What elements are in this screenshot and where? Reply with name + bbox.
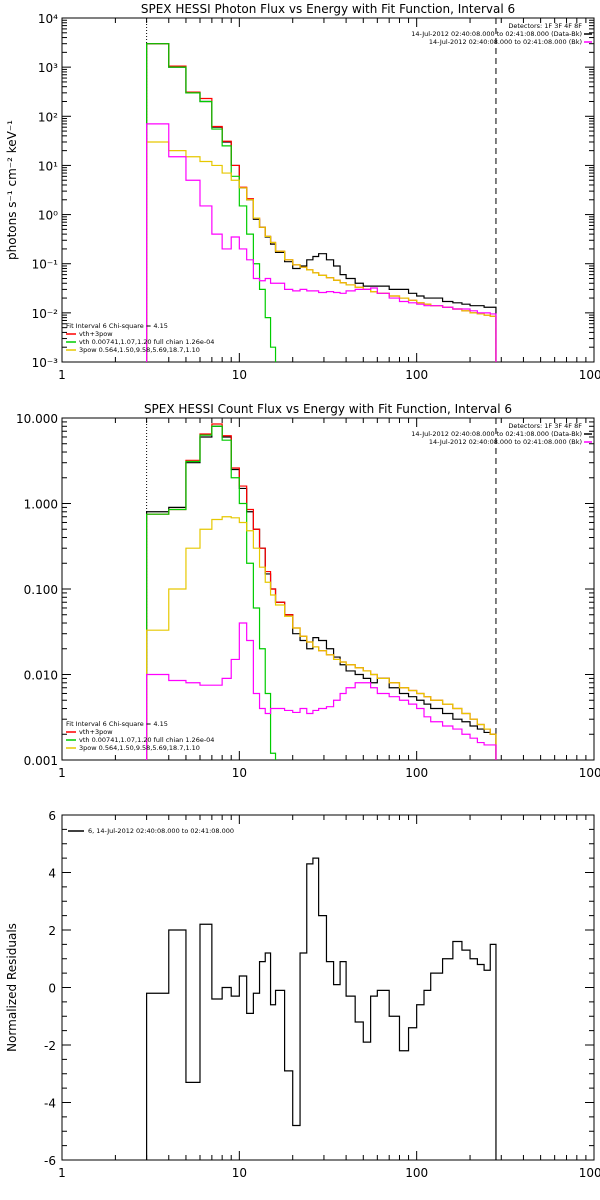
series-group <box>146 857 497 1160</box>
y-axis-label: photons s⁻¹ cm⁻² keV⁻¹ <box>5 120 19 260</box>
y-tick-label: 0 <box>48 982 56 996</box>
legend-top-line: Detectors: 1F 3F 4F 8F <box>508 422 582 430</box>
plot-panel-2: SPEX HESSI Count Flux vs Energy with Fit… <box>16 402 600 780</box>
x-tick-label: 100 <box>405 766 428 780</box>
series-3pow <box>146 516 497 760</box>
plot-panel-1: SPEX HESSI Photon Flux vs Energy with Fi… <box>5 2 600 382</box>
plot-frame <box>61 17 595 363</box>
y-tick-label: 10¹ <box>38 159 58 173</box>
y-tick-label: 10⁻³ <box>32 356 59 370</box>
legend-fit-header: Fit Interval 6 Chi-square = 4.15 <box>66 720 168 728</box>
y-tick-label: 2 <box>48 924 56 938</box>
legend-fit-entry: vth+3pow <box>79 728 113 736</box>
y-tick-label: 10³ <box>38 61 58 75</box>
y-axis-label: Normalized Residuals <box>5 923 19 1052</box>
legend-top-line: 14-Jul-2012 02:40:08.000 to 02:41:08.000… <box>429 38 582 46</box>
y-tick-marks <box>62 421 594 761</box>
series-data-bk <box>146 425 497 760</box>
y-tick-label: -6 <box>44 1154 56 1168</box>
legend-fit-entry: vth 0.00741,1.07,1.20 full chian 1.26e-0… <box>79 338 214 346</box>
legend-fit-entry: vth+3pow <box>79 330 113 338</box>
plot-panels: SPEX HESSI Photon Flux vs Energy with Fi… <box>5 2 600 1180</box>
x-tick-label: 1 <box>58 368 66 382</box>
x-tick-label: 1 <box>58 766 66 780</box>
legend-fit-header: Fit Interval 6 Chi-square = 4.15 <box>66 322 168 330</box>
y-tick-label: 10⁰ <box>38 209 58 223</box>
y-tick-label: 10⁻¹ <box>32 258 59 272</box>
x-tick-label: 10 <box>232 368 247 382</box>
legend-top-line: 14-Jul-2012 02:40:08.000 to 02:41:08.000… <box>411 30 582 38</box>
series-bk <box>146 123 497 362</box>
legend-fit-entry: vth 0.00741,1.07,1.20 full chian 1.26e-0… <box>79 736 214 744</box>
y-tick-label: 10⁴ <box>38 12 58 26</box>
series-vth <box>146 425 277 760</box>
legend-fit-entry: 3pow 0.564,1.50,9.58,5.69,18.7,1.10 <box>79 346 200 354</box>
y-tick-label: 10.000 <box>16 412 58 426</box>
y-tick-label: 1.000 <box>24 498 58 512</box>
y-tick-label: 0.010 <box>24 669 58 683</box>
x-tick-label: 1 <box>58 1166 66 1180</box>
y-tick-marks <box>62 814 594 1161</box>
y-tick-label: 4 <box>48 867 56 881</box>
chart-title: SPEX HESSI Count Flux vs Energy with Fit… <box>144 402 512 416</box>
y-tick-label: 10⁻² <box>32 307 59 321</box>
y-tick-label: 0.100 <box>24 583 58 597</box>
x-tick-label: 10 <box>232 766 247 780</box>
legend-top-line: 14-Jul-2012 02:40:08.000 to 02:41:08.000… <box>411 430 582 438</box>
series-bk <box>146 622 497 760</box>
y-tick-label: 10² <box>38 110 58 124</box>
legend-top-line: Detectors: 1F 3F 4F 8F <box>508 22 582 30</box>
y-tick-label: -2 <box>44 1039 56 1053</box>
series-group <box>146 423 497 760</box>
legend-residual-text: 6, 14-Jul-2012 02:40:08.000 to 02:41:08.… <box>88 827 234 835</box>
x-tick-label: 10 <box>232 1166 247 1180</box>
legend-fit-entry: 3pow 0.564,1.50,9.58,5.69,18.7,1.10 <box>79 744 200 752</box>
series-group <box>146 43 497 362</box>
y-tick-label: 0.001 <box>24 754 58 768</box>
y-tick-label: -4 <box>44 1097 56 1111</box>
series-vth <box>146 43 286 362</box>
legend-top-line: 14-Jul-2012 02:40:08.000 to 02:41:08.000… <box>429 438 582 446</box>
y-tick-marks <box>62 19 594 363</box>
x-tick-label: 100 <box>405 1166 428 1180</box>
x-tick-marks <box>61 418 587 760</box>
y-tick-label: 6 <box>48 809 56 823</box>
series-residuals <box>146 857 497 1160</box>
chart-title: SPEX HESSI Photon Flux vs Energy with Fi… <box>141 2 515 16</box>
x-tick-label: 100 <box>405 368 428 382</box>
